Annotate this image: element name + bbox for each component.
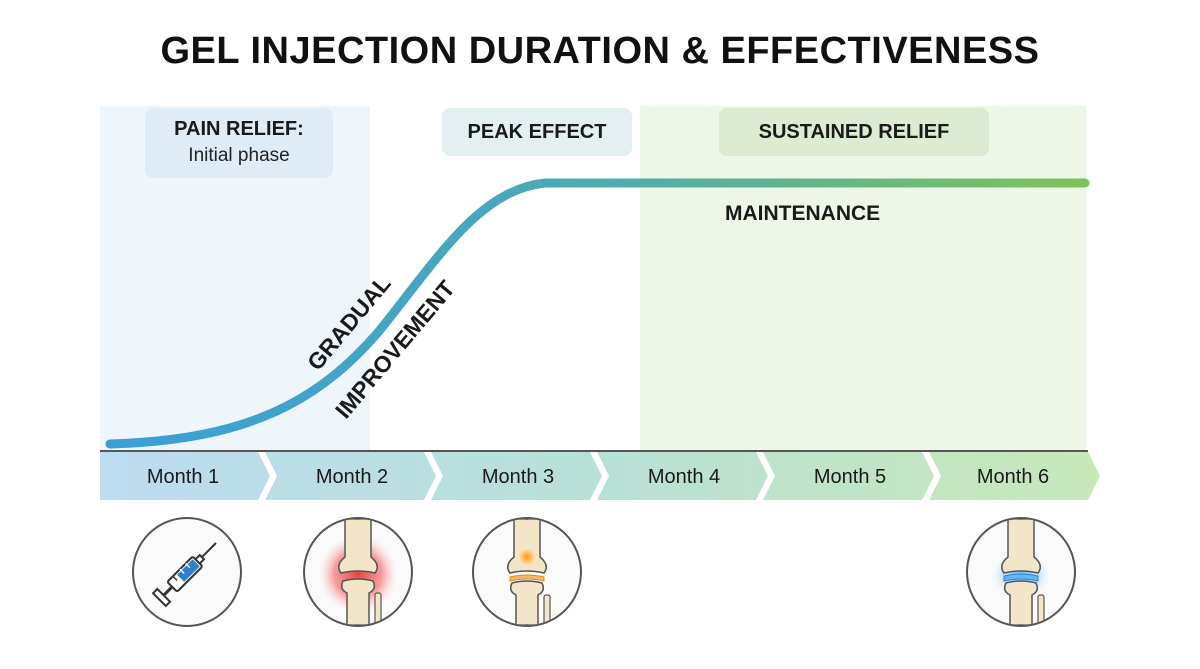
page-title: GEL INJECTION DURATION & EFFECTIVENESS bbox=[160, 30, 1040, 72]
sustained-phase-zone bbox=[640, 106, 1086, 452]
month-2-segment bbox=[265, 452, 436, 500]
month-label-1: Month 1 bbox=[146, 466, 220, 488]
month-label-3: Month 3 bbox=[481, 466, 555, 488]
sustained-relief-label: SUSTAINED RELIEF bbox=[758, 121, 950, 143]
inflamed-knee-icon bbox=[303, 517, 413, 627]
month-timeline bbox=[100, 452, 1100, 500]
month-5-segment bbox=[763, 452, 934, 500]
improvement-label: IMPROVEMENT bbox=[330, 275, 460, 423]
maintenance-label: MAINTENANCE bbox=[725, 202, 881, 225]
month-3-segment bbox=[431, 452, 602, 500]
month-label-5: Month 5 bbox=[813, 466, 887, 488]
healing-knee-icon bbox=[472, 517, 582, 627]
initial-phase-label: Initial phase bbox=[188, 145, 290, 166]
pain-relief-box: PAIN RELIEF: Initial phase bbox=[145, 108, 333, 178]
syringe-icon bbox=[132, 517, 242, 627]
month-label-4: Month 4 bbox=[647, 466, 721, 488]
month-4-segment bbox=[597, 452, 768, 500]
pain-relief-label: PAIN RELIEF: bbox=[174, 118, 304, 140]
month-label-2: Month 2 bbox=[315, 466, 389, 488]
sustained-relief-box: SUSTAINED RELIEF bbox=[719, 108, 989, 156]
month-1-segment bbox=[100, 452, 270, 500]
month-label-6: Month 6 bbox=[976, 466, 1050, 488]
healthy-knee-icon bbox=[966, 517, 1076, 627]
month-6-segment bbox=[929, 452, 1100, 500]
peak-effect-box: PEAK EFFECT bbox=[442, 108, 632, 156]
effectiveness-curve bbox=[105, 178, 1090, 449]
peak-effect-label: PEAK EFFECT bbox=[467, 121, 607, 143]
